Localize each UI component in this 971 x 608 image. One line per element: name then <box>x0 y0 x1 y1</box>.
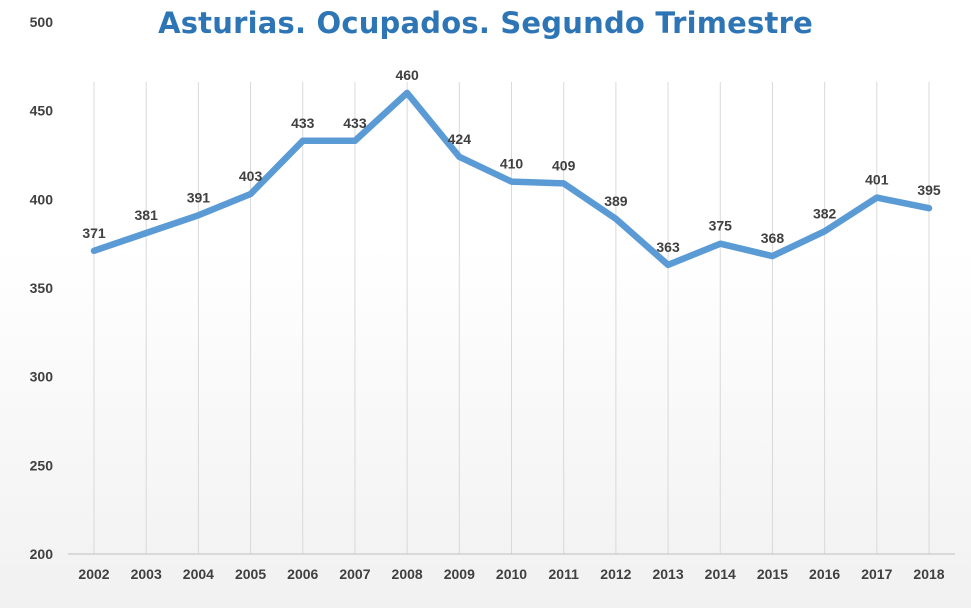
x-tick-label-2008: 2008 <box>392 566 423 582</box>
data-label-2015: 368 <box>761 230 785 246</box>
data-label-2010: 410 <box>500 156 524 172</box>
data-label-2016: 382 <box>813 205 837 221</box>
y-tick-label-500: 500 <box>30 14 54 30</box>
x-tick-label-2005: 2005 <box>235 566 266 582</box>
y-tick-label-400: 400 <box>30 191 54 207</box>
x-tick-label-2018: 2018 <box>913 566 944 582</box>
data-label-2007: 433 <box>343 115 367 131</box>
data-label-2002: 371 <box>82 225 106 241</box>
y-axis-ticks: 200 250 300 350 400 450 500 <box>30 14 54 562</box>
data-label-2013: 363 <box>656 239 680 255</box>
y-tick-label-250: 250 <box>30 457 54 473</box>
series-line-0 <box>90 89 933 269</box>
data-label-2009: 424 <box>448 131 472 147</box>
gridlines <box>93 82 930 554</box>
data-label-2003: 381 <box>135 207 159 223</box>
data-label-2008: 460 <box>395 67 419 83</box>
data-label-2005: 403 <box>239 168 263 184</box>
x-tick-label-2009: 2009 <box>444 566 475 582</box>
x-tick-label-2015: 2015 <box>757 566 788 582</box>
x-tick-label-2017: 2017 <box>861 566 892 582</box>
data-label-2017: 401 <box>865 172 889 188</box>
x-axis-ticks: 2002 2003 2004 2005 2006 2007 2008 2009 2010 2011… <box>78 566 944 582</box>
x-tick-label-2006: 2006 <box>287 566 318 582</box>
x-tick-label-2010: 2010 <box>496 566 527 582</box>
series <box>90 89 933 269</box>
y-tick-label-300: 300 <box>30 369 54 385</box>
x-tick-label-2016: 2016 <box>809 566 840 582</box>
x-tick-label-2013: 2013 <box>652 566 683 582</box>
y-tick-label-450: 450 <box>30 103 54 119</box>
y-tick-label-200: 200 <box>30 546 54 562</box>
x-tick-label-2003: 2003 <box>131 566 162 582</box>
data-label-2011: 409 <box>552 157 576 173</box>
data-label-2014: 375 <box>709 218 733 234</box>
data-label-2006: 433 <box>291 115 315 131</box>
x-tick-label-2007: 2007 <box>339 566 370 582</box>
data-label-2004: 391 <box>187 189 211 205</box>
x-tick-label-2014: 2014 <box>705 566 736 582</box>
x-tick-label-2011: 2011 <box>549 566 580 582</box>
chart-title: Asturias. Ocupados. Segundo Trimestre <box>158 6 813 40</box>
x-tick-label-2012: 2012 <box>600 566 631 582</box>
y-tick-label-350: 350 <box>30 280 54 296</box>
data-label-2012: 389 <box>604 193 628 209</box>
data-labels: 371 381 391 403 433 433 460 424 410 409 389 363 375 3… <box>82 67 941 255</box>
data-label-2018: 395 <box>917 182 941 198</box>
x-tick-label-2004: 2004 <box>183 566 214 582</box>
x-tick-label-2002: 2002 <box>78 566 109 582</box>
